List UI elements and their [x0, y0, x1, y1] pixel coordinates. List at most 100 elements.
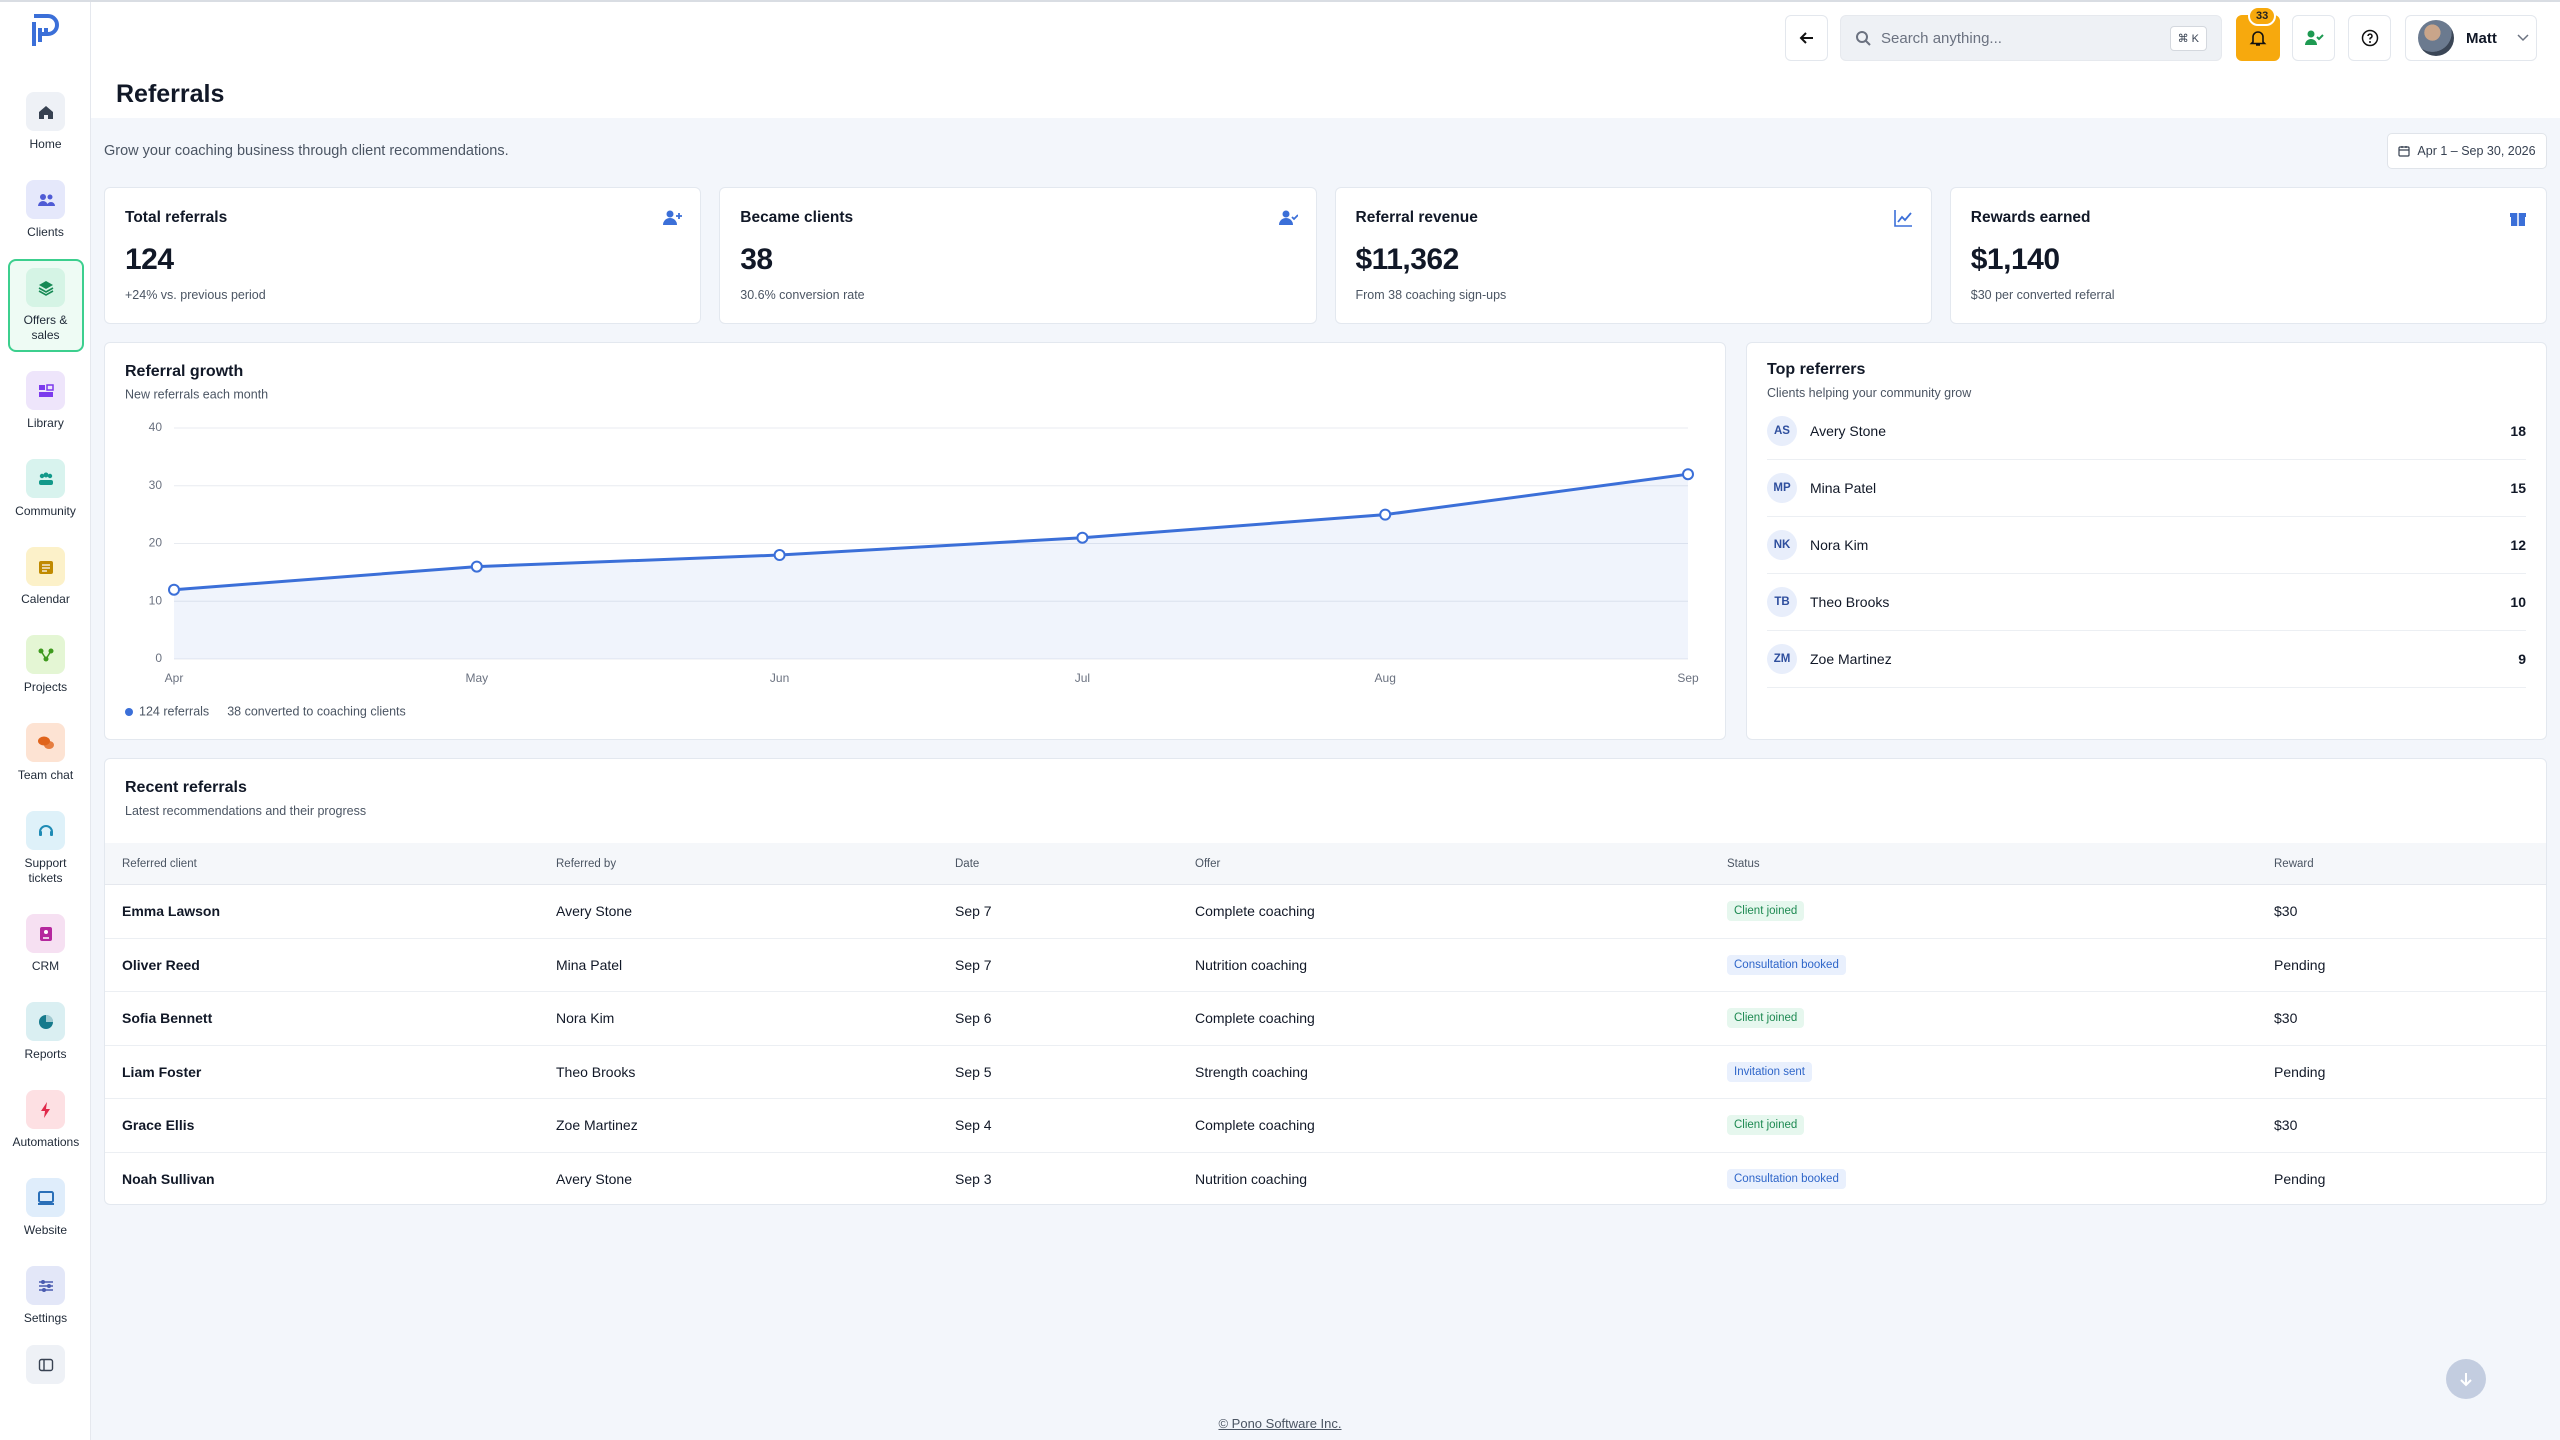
nav-icon — [26, 1090, 65, 1129]
nav-item[interactable]: Reports — [8, 993, 84, 1071]
nav-label: Automations — [12, 1135, 80, 1149]
line — [173, 472, 1689, 592]
status-cell: Client joined — [1727, 1008, 2274, 1029]
nav-label: Clients — [27, 225, 64, 239]
user-name: Matt — [2466, 29, 2497, 47]
reward: Pending — [2274, 956, 2326, 973]
referrer-name: Theo Brooks — [1810, 594, 1890, 610]
status-cell: Consultation booked — [1727, 1168, 2274, 1189]
y-tick-label: 0 — [155, 651, 162, 665]
nav-item[interactable]: Offers & sales — [7, 259, 84, 352]
nav-label: Reports — [24, 1047, 67, 1061]
nav-item[interactable]: Team chat — [8, 714, 84, 792]
nav-item[interactable]: Clients — [8, 171, 84, 249]
referred-by: Nora Kim — [556, 1010, 615, 1027]
scroll-down[interactable] — [2446, 1359, 2486, 1399]
nav-item[interactable]: Community — [8, 450, 84, 528]
nav-item[interactable]: CRM — [8, 905, 84, 983]
table-row[interactable]: Noah Sullivan Avery Stone Sep 3 Nutrition c… — [105, 1153, 2546, 1205]
status-pill: Client joined — [1727, 1008, 1805, 1029]
nav-item[interactable]: Projects — [8, 626, 84, 704]
client: Emma Lawson — [122, 903, 221, 920]
table-row[interactable]: Grace Ellis Zoe Martinez Sep 4 Complete coa… — [105, 1099, 2546, 1153]
referral-count: 10 — [2510, 594, 2526, 610]
referrer-row[interactable]: NK Nora Kim 12 — [1767, 517, 2526, 574]
status-pill: Consultation booked — [1727, 954, 1846, 975]
status-pill: Client joined — [1727, 901, 1805, 922]
footer-text[interactable]: © Pono Software Inc. — [1218, 1416, 1342, 1431]
contacts-button[interactable] — [2292, 15, 2335, 61]
point — [168, 583, 180, 596]
nav-item[interactable]: Home — [8, 83, 84, 161]
referrer-row[interactable]: ZM Zoe Martinez 9 — [1767, 631, 2526, 688]
search-placeholder: Search anything... — [1881, 29, 2002, 47]
referral-count: 9 — [2518, 651, 2526, 667]
nav-item[interactable]: Support tickets — [8, 802, 84, 895]
stat-glyph — [663, 210, 683, 225]
nav-glyph — [37, 1190, 54, 1205]
x-tick-label: Aug — [1375, 671, 1396, 685]
x-tick-label: Apr — [165, 671, 184, 685]
referrer-row[interactable]: MP Mina Patel 15 — [1767, 460, 2526, 517]
referred-by: Avery Stone — [556, 1170, 633, 1187]
stat-note: $30 per converted referral — [1970, 288, 2115, 302]
date: Sep 7 — [955, 903, 992, 920]
nav-item[interactable]: Automations — [8, 1081, 84, 1159]
chart-caption: 38 converted to coaching clients — [227, 704, 406, 718]
collapse-sidebar[interactable] — [26, 1345, 65, 1384]
date-range[interactable]: Apr 1 – Sep 30, 2026 — [2387, 133, 2547, 169]
referred-by: Theo Brooks — [556, 1063, 636, 1080]
card-subtitle: Clients helping your community grow — [1767, 386, 1972, 400]
subtitle: Grow your coaching business through clie… — [104, 143, 509, 159]
nav-item[interactable]: Library — [8, 362, 84, 440]
search[interactable]: Search anything... ⌘ K — [1840, 15, 2222, 61]
table-row[interactable]: Emma Lawson Avery Stone Sep 7 Complete coac… — [105, 885, 2546, 939]
date: Sep 3 — [955, 1170, 992, 1187]
user-check-icon — [2304, 30, 2324, 45]
chart-subtitle: New referrals each month — [125, 387, 268, 401]
nav-label: Website — [23, 1223, 68, 1237]
client: Sofia Bennett — [122, 1010, 213, 1027]
point — [1076, 531, 1089, 544]
stat-label: Total referrals — [125, 209, 228, 226]
status-cell: Invitation sent — [1727, 1061, 2274, 1082]
stat-label: Referral revenue — [1355, 209, 1478, 226]
topbar: Referrals Search anything... ⌘ K 33 Matt — [91, 2, 2560, 118]
reward: $30 — [2274, 903, 2298, 920]
referrer-row[interactable]: AS Avery Stone 18 — [1767, 403, 2526, 460]
table-row[interactable]: Oliver Reed Mina Patel Sep 7 Nutrition coac… — [105, 939, 2546, 992]
nav-icon — [26, 547, 65, 586]
nav-label: Offers & sales — [23, 313, 68, 342]
y-tick-label: 10 — [149, 593, 163, 607]
column-header: Offer — [1195, 857, 1221, 870]
referrer-row[interactable]: TB Theo Brooks 10 — [1767, 574, 2526, 631]
nav-item[interactable]: Settings — [8, 1257, 84, 1335]
back-button[interactable] — [1785, 15, 1828, 61]
client: Noah Sullivan — [122, 1170, 215, 1187]
nav-glyph — [38, 560, 53, 574]
nav-item[interactable]: Calendar — [8, 538, 84, 616]
initials: TB — [1767, 587, 1797, 617]
table-row[interactable]: Liam Foster Theo Brooks Sep 5 Strength coac… — [105, 1046, 2546, 1099]
reward: $30 — [2274, 1010, 2298, 1027]
date: Sep 4 — [955, 1117, 992, 1134]
nav: Home Clients Offers & sales Library Communit… — [0, 83, 91, 1384]
nav-glyph — [37, 736, 54, 749]
card-title: Recent referrals — [125, 779, 247, 796]
stats: Total referrals 124 +24% vs. previous peri… — [104, 187, 2547, 324]
stat-label: Rewards earned — [1970, 209, 2091, 226]
referral-count: 12 — [2510, 537, 2526, 553]
status-cell: Client joined — [1727, 1115, 2274, 1136]
top-referrers: Top referrers Clients helping your commu… — [1746, 342, 2547, 740]
table-row[interactable]: Sofia Bennett Nora Kim Sep 6 Complete coach… — [105, 992, 2546, 1046]
point — [1682, 468, 1694, 481]
help-button[interactable] — [2348, 15, 2391, 61]
nav-item[interactable]: Website — [8, 1169, 84, 1247]
user-menu[interactable]: Matt — [2405, 15, 2537, 61]
y-tick-label: 40 — [149, 420, 163, 434]
nav-icon — [26, 811, 65, 850]
referrer-name: Mina Patel — [1810, 480, 1877, 496]
nav-icon — [26, 723, 65, 762]
referral-count: 15 — [2510, 480, 2526, 496]
